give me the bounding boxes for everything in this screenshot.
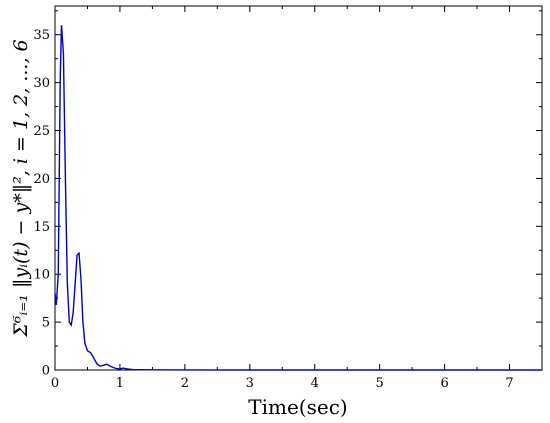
x-tick-label: 3 (246, 376, 254, 391)
x-tick-label: 4 (311, 376, 319, 391)
y-axis-label: Σ⁶ᵢ₌₁ ‖yᵢ(t) − y*‖², i = 1, 2, ..., 6 (10, 39, 32, 337)
y-tick-label: 20 (33, 172, 50, 187)
x-tick-label: 7 (505, 376, 513, 391)
series-line (54, 25, 542, 371)
x-axis-label: Time(sec) (248, 395, 347, 419)
y-tick-label: 35 (33, 28, 50, 43)
axis-ticks (54, 6, 542, 371)
y-tick-label: 0 (42, 364, 50, 379)
tick-labels: 0 1 2 3 4 5 6 7 0 5 10 15 20 25 30 35 (33, 28, 513, 391)
y-tick-label: 5 (42, 316, 50, 331)
y-tick-label: 10 (33, 268, 50, 283)
x-tick-label: 1 (116, 376, 124, 391)
x-tick-label: 2 (181, 376, 189, 391)
x-tick-label: 5 (376, 376, 384, 391)
y-tick-label: 30 (33, 76, 50, 91)
y-tick-label: 15 (33, 220, 50, 235)
x-tick-label: 6 (440, 376, 448, 391)
x-tick-label: 0 (51, 376, 59, 391)
y-tick-label: 25 (33, 124, 50, 139)
plot-frame (54, 5, 543, 371)
